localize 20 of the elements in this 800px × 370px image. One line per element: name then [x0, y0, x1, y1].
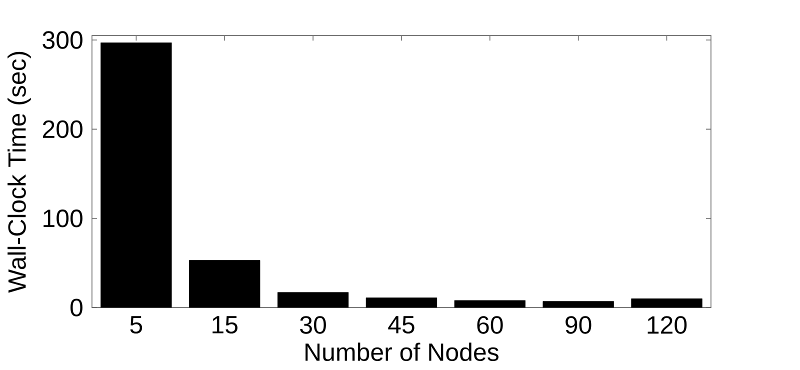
bar — [631, 298, 702, 308]
x-tick-label: 60 — [477, 316, 503, 334]
bar — [454, 300, 526, 308]
bar — [542, 301, 614, 308]
bar — [366, 298, 438, 308]
x-tick-label: 120 — [648, 316, 687, 334]
x-axis-title: Number of Nodes — [306, 342, 498, 362]
x-tick-label: 45 — [388, 316, 414, 334]
y-tick-label: 0 — [70, 298, 82, 316]
y-tick-label: 100 — [44, 210, 82, 228]
bar — [100, 42, 172, 308]
bar — [277, 292, 349, 308]
bar — [189, 260, 260, 308]
x-tick-label: 30 — [300, 316, 326, 334]
y-axis-title: Wall-Clock Time (sec) — [8, 52, 31, 293]
x-tick-label: 15 — [212, 316, 238, 334]
x-tick-label: 90 — [566, 316, 592, 334]
y-tick-label: 200 — [42, 120, 82, 138]
y-tick-label: 300 — [42, 31, 82, 49]
x-tick-label: 5 — [130, 316, 142, 334]
